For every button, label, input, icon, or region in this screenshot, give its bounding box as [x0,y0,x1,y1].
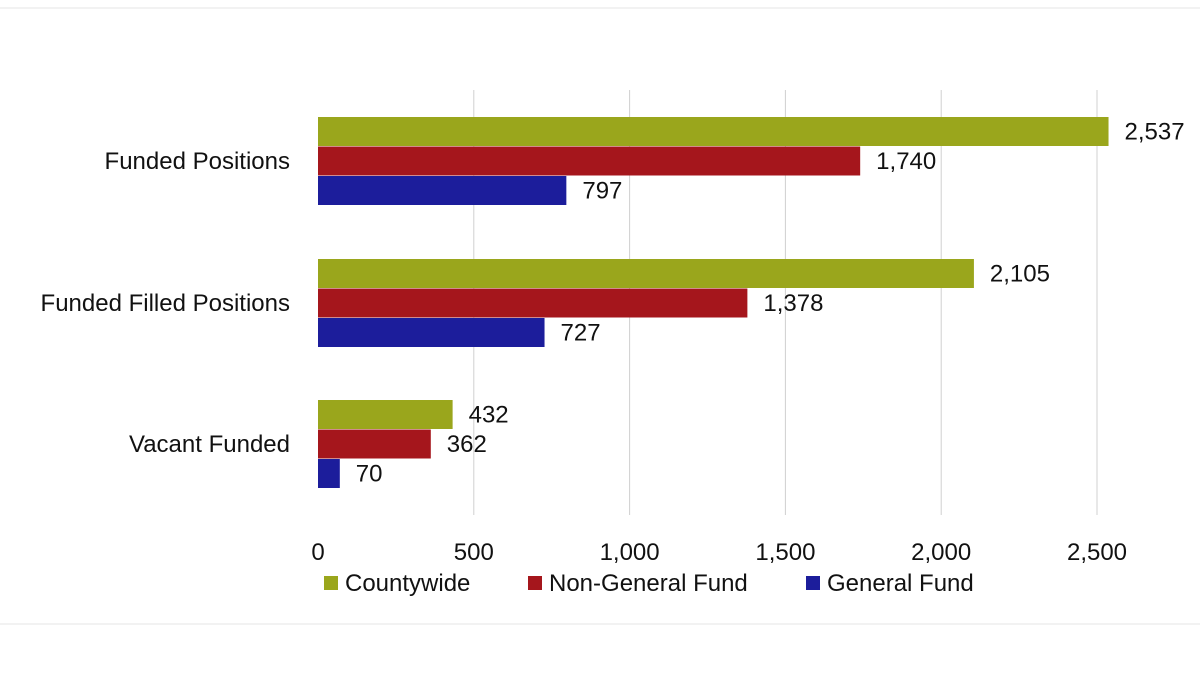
legend-swatch-countywide [324,576,338,590]
data-label: 70 [356,461,383,488]
category-label: Funded Positions [105,148,290,175]
bar-general-fund-funded-positions [318,176,567,205]
data-label: 1,378 [763,290,823,317]
category-label: Funded Filled Positions [41,290,290,317]
data-label: 1,740 [876,148,936,175]
legend-swatch-non-general-fund [528,576,542,590]
bar-countywide-funded-filled-positions [318,259,974,288]
tick-label: 500 [454,539,494,566]
category-axis: Funded Positions Funded Filled Positions V… [41,148,290,458]
bar-non-general-fund-funded-positions [318,146,861,176]
bar-non-general-fund-vacant-funded [318,429,431,459]
data-label: 727 [561,320,601,347]
data-label: 797 [582,178,622,205]
bar-general-fund-funded-filled-positions [318,318,545,347]
data-label: 2,537 [1125,119,1185,146]
tick-label: 0 [311,539,324,566]
tick-label: 1,000 [600,539,660,566]
bar-general-fund-vacant-funded [318,459,340,488]
legend-label: Non-General Fund [549,570,748,597]
bar-countywide-funded-positions [318,117,1109,146]
data-label: 2,105 [990,261,1050,288]
legend-label: General Fund [827,570,974,597]
value-axis: 0 500 1,000 1,500 2,000 2,500 [311,539,1127,566]
tick-label: 1,500 [755,539,815,566]
category-label: Vacant Funded [129,431,290,458]
legend: Countywide Non-General Fund General Fund [324,570,974,597]
legend-label: Countywide [345,570,470,597]
data-label: 432 [469,402,509,429]
data-label: 362 [447,431,487,458]
bar-countywide-vacant-funded [318,400,453,429]
legend-swatch-general-fund [806,576,820,590]
bar-non-general-fund-funded-filled-positions [318,288,748,318]
tick-label: 2,000 [911,539,971,566]
tick-label: 2,500 [1067,539,1127,566]
